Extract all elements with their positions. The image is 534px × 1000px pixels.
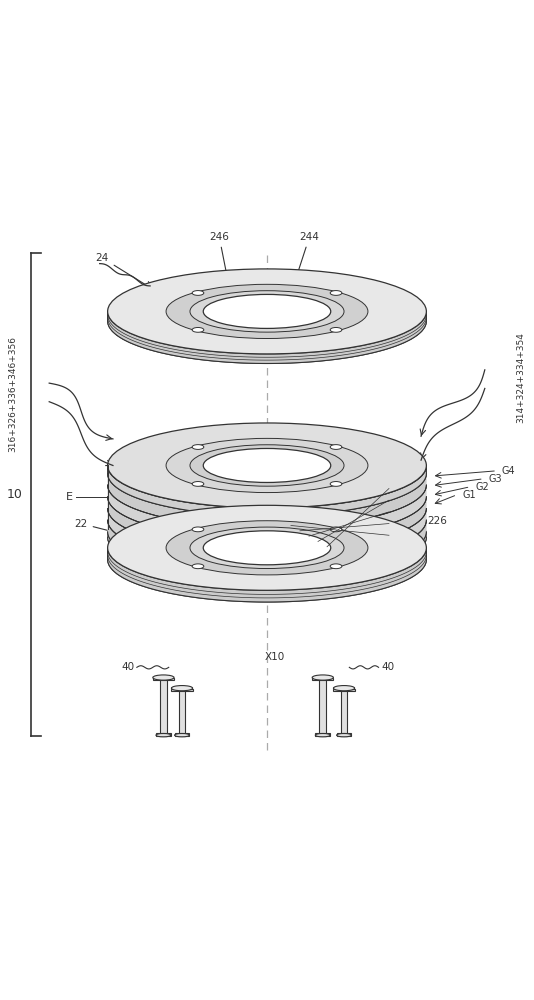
Bar	[156, 733, 171, 736]
Text: 10: 10	[7, 488, 22, 501]
Bar	[312, 678, 333, 680]
Text: G1: G1	[462, 490, 476, 500]
Ellipse shape	[190, 445, 344, 486]
Bar	[341, 690, 348, 735]
Bar	[333, 689, 355, 691]
Ellipse shape	[330, 527, 342, 532]
Text: E: E	[66, 492, 73, 502]
Text: 316+326+336+346+356: 316+326+336+346+356	[9, 336, 18, 452]
Text: 40: 40	[121, 662, 135, 672]
Text: 35: 35	[320, 548, 334, 562]
Ellipse shape	[333, 686, 355, 691]
Ellipse shape	[190, 291, 344, 332]
Ellipse shape	[330, 327, 342, 332]
Ellipse shape	[171, 686, 193, 691]
Ellipse shape	[203, 294, 331, 328]
Text: G3: G3	[489, 474, 502, 484]
Text: 224: 224	[283, 481, 309, 536]
Text: 314+324+334+354: 314+324+334+354	[516, 332, 525, 423]
Ellipse shape	[108, 517, 426, 602]
Text: 40: 40	[382, 662, 395, 672]
Text: G2: G2	[475, 482, 489, 492]
Text: 22: 22	[74, 519, 130, 537]
Ellipse shape	[108, 423, 426, 508]
Ellipse shape	[192, 291, 204, 295]
Ellipse shape	[192, 445, 204, 449]
Ellipse shape	[175, 733, 190, 737]
Ellipse shape	[330, 291, 342, 295]
Ellipse shape	[192, 527, 204, 532]
Ellipse shape	[330, 564, 342, 569]
Ellipse shape	[108, 505, 426, 590]
Polygon shape	[108, 311, 426, 363]
Ellipse shape	[330, 482, 342, 486]
Polygon shape	[108, 508, 426, 563]
Text: 24: 24	[96, 253, 148, 286]
Ellipse shape	[166, 284, 368, 339]
Polygon shape	[108, 520, 426, 574]
Text: 226: 226	[397, 516, 447, 555]
Polygon shape	[108, 473, 426, 528]
Polygon shape	[108, 465, 426, 580]
Ellipse shape	[192, 327, 204, 332]
Ellipse shape	[336, 733, 351, 737]
Polygon shape	[108, 465, 426, 516]
Ellipse shape	[312, 675, 333, 680]
Ellipse shape	[192, 482, 204, 486]
Bar	[316, 733, 330, 736]
Text: X10: X10	[265, 652, 285, 662]
Bar	[171, 689, 193, 691]
Ellipse shape	[166, 521, 368, 575]
Text: 244: 244	[289, 232, 319, 298]
Text: 32: 32	[293, 532, 307, 546]
Bar	[160, 679, 167, 735]
Text: 34: 34	[311, 542, 325, 556]
Ellipse shape	[330, 445, 342, 449]
Bar	[175, 733, 190, 736]
Text: 33: 33	[302, 537, 316, 551]
Ellipse shape	[156, 733, 171, 737]
Polygon shape	[108, 485, 426, 539]
Text: 223: 223	[156, 484, 208, 520]
Ellipse shape	[316, 733, 330, 737]
Bar	[319, 679, 326, 735]
Text: G4: G4	[502, 466, 515, 476]
Text: 221: 221	[381, 484, 420, 523]
Ellipse shape	[108, 269, 426, 354]
Bar	[178, 690, 185, 735]
Ellipse shape	[203, 531, 331, 565]
Text: 226: 226	[204, 481, 238, 521]
Polygon shape	[108, 497, 426, 551]
Ellipse shape	[166, 438, 368, 493]
Ellipse shape	[203, 448, 331, 482]
Ellipse shape	[190, 527, 344, 569]
Polygon shape	[108, 548, 426, 602]
Text: 31: 31	[284, 526, 298, 540]
Ellipse shape	[108, 278, 426, 363]
Bar	[153, 678, 174, 680]
Ellipse shape	[153, 675, 174, 680]
Ellipse shape	[192, 564, 204, 569]
Bar	[336, 733, 351, 736]
Text: 246: 246	[209, 232, 230, 286]
Ellipse shape	[108, 495, 426, 580]
